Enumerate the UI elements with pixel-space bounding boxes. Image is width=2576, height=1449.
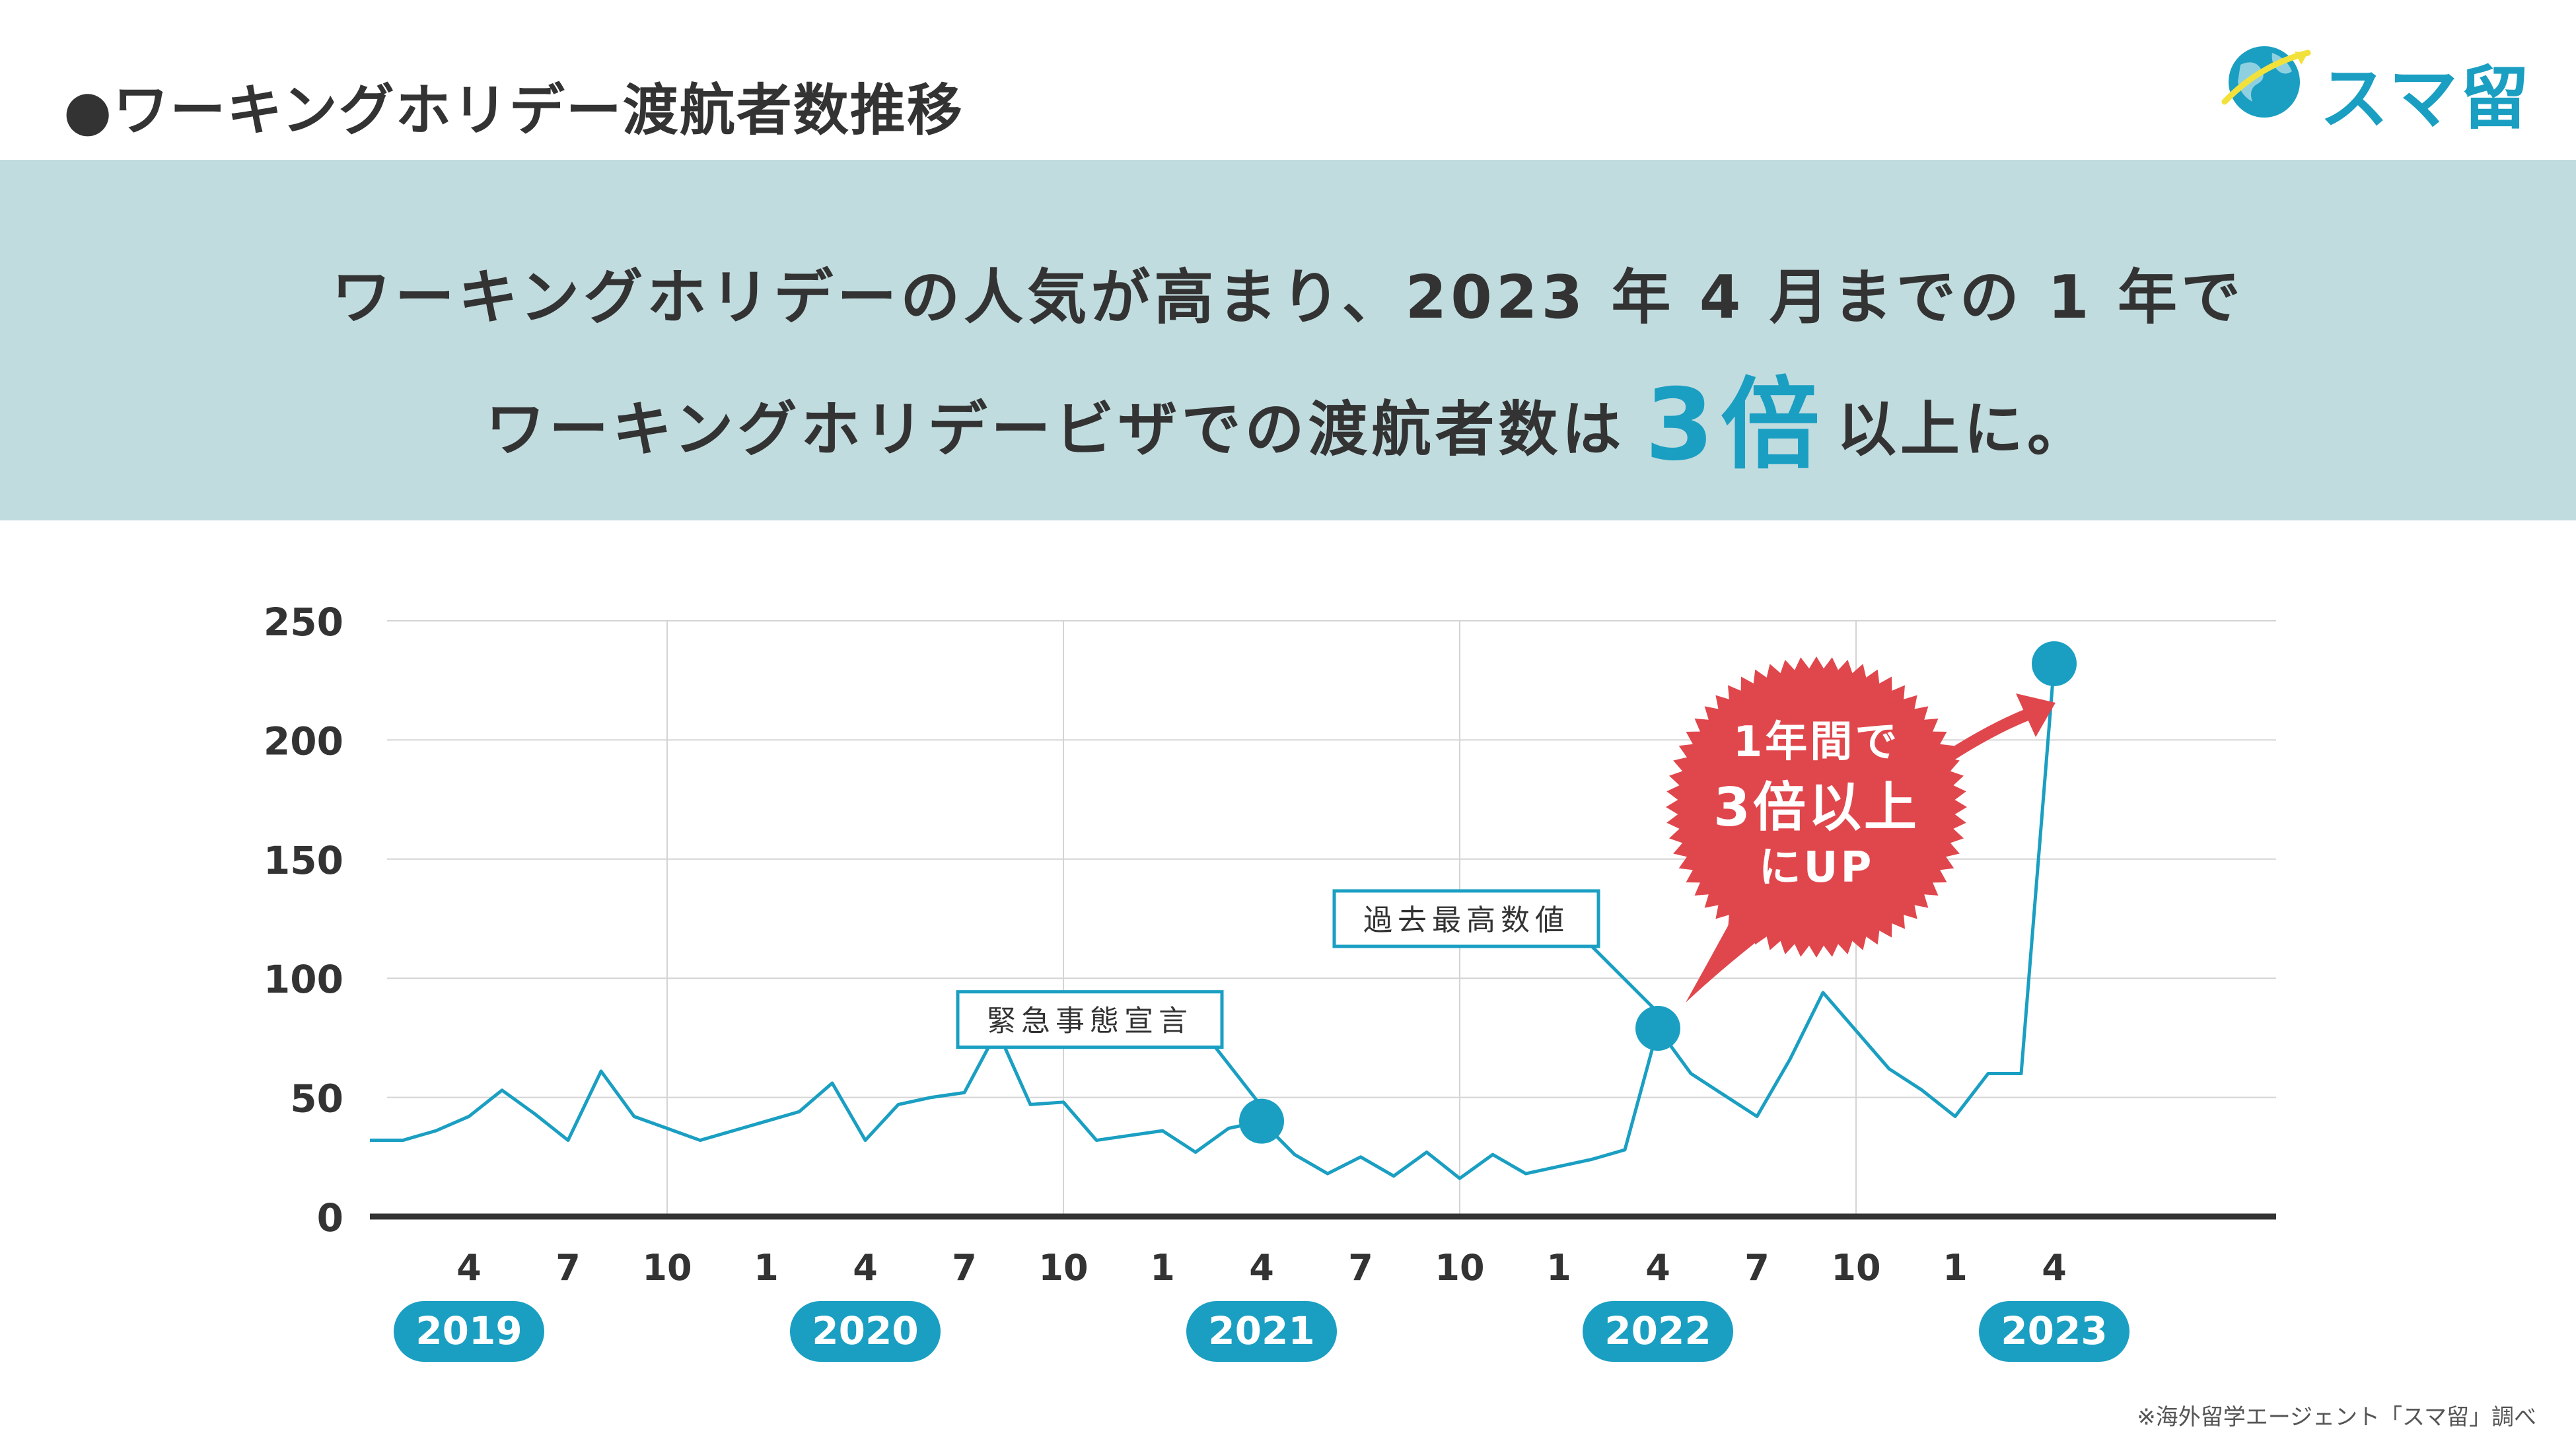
headline-line-2: ワーキングホリデービザでの渡航者数は 3倍 以上に。 bbox=[0, 345, 2576, 488]
x-tick-label: 10 bbox=[642, 1247, 692, 1289]
annotation-label: 緊急事態宣言 bbox=[987, 1005, 1193, 1038]
year-badge-label: 2019 bbox=[415, 1308, 522, 1353]
callout-burst bbox=[1666, 656, 1967, 958]
callout-burst-tail bbox=[1686, 911, 1770, 1003]
x-tick-label: 4 bbox=[1645, 1247, 1670, 1289]
growth-arrow bbox=[1936, 706, 2040, 767]
year-badge bbox=[394, 1301, 544, 1362]
annotation-leader bbox=[1214, 1046, 1259, 1103]
x-tick-label: 4 bbox=[1249, 1247, 1274, 1289]
annotation-label: 過去最高数値 bbox=[1363, 903, 1569, 937]
logo-text: スマ留 bbox=[2320, 58, 2532, 139]
x-tick-label: 10 bbox=[1038, 1247, 1088, 1289]
x-tick-label: 10 bbox=[1831, 1247, 1880, 1289]
callout-burst-text: にUP bbox=[1759, 843, 1875, 892]
year-badge-label: 2023 bbox=[2001, 1308, 2107, 1353]
year-badge-label: 2022 bbox=[1604, 1308, 1711, 1353]
y-tick-label: 200 bbox=[264, 719, 343, 763]
y-tick-label: 100 bbox=[264, 957, 343, 1002]
y-tick-label: 50 bbox=[290, 1077, 343, 1121]
x-tick-label: 1 bbox=[754, 1247, 779, 1289]
headline-line-1: ワーキングホリデーの人気が高まり、2023 年 4 月までの 1 年で bbox=[331, 263, 2245, 332]
y-tick-label: 250 bbox=[264, 600, 343, 645]
page-title: ●ワーキングホリデー渡航者数推移 bbox=[63, 78, 964, 143]
headline-line-2-prefix: ワーキングホリデービザでの渡航者数は bbox=[485, 395, 1626, 464]
headline-line-2-suffix: 以上に。 bbox=[1836, 395, 2091, 464]
year-badge-label: 2021 bbox=[1208, 1308, 1314, 1353]
x-tick-label: 7 bbox=[1348, 1247, 1373, 1289]
x-tick-label: 1 bbox=[1150, 1247, 1175, 1289]
annotation-leader bbox=[1591, 945, 1655, 1010]
callout-burst-text: 3倍以上 bbox=[1713, 777, 1919, 838]
year-badge bbox=[1979, 1301, 2129, 1362]
growth-arrow-head bbox=[2016, 693, 2056, 737]
headline-banner: ワーキングホリデーの人気が高まり、2023 年 4 月までの 1 年で ワーキン… bbox=[0, 160, 2576, 520]
year-badge bbox=[1186, 1301, 1337, 1362]
x-tick-label: 4 bbox=[2042, 1247, 2067, 1289]
logo: スマ留 bbox=[2221, 38, 2529, 139]
highlight-point bbox=[1239, 1098, 1284, 1144]
y-tick-label: 0 bbox=[317, 1195, 343, 1240]
highlight-point bbox=[2032, 641, 2077, 686]
x-tick-label: 7 bbox=[952, 1247, 977, 1289]
year-badge-label: 2020 bbox=[812, 1308, 918, 1353]
globe-icon bbox=[2221, 46, 2311, 118]
x-tick-label: 4 bbox=[456, 1247, 482, 1289]
x-tick-label: 7 bbox=[555, 1247, 581, 1289]
headline-highlight: 3倍 bbox=[1645, 368, 1826, 483]
x-tick-label: 10 bbox=[1435, 1247, 1484, 1289]
year-badge bbox=[1583, 1301, 1733, 1362]
x-tick-label: 7 bbox=[1744, 1247, 1770, 1289]
annotation-box bbox=[956, 990, 1224, 1049]
footnote: ※海外留学エージェント「スマ留」調べ bbox=[2137, 1404, 2536, 1431]
x-tick-label: 1 bbox=[1546, 1247, 1571, 1289]
x-tick-label: 1 bbox=[1943, 1247, 1968, 1289]
callout-burst-text: 1年間で bbox=[1733, 718, 1900, 767]
y-tick-label: 150 bbox=[264, 838, 343, 883]
x-tick-label: 4 bbox=[853, 1247, 878, 1289]
series-line bbox=[370, 663, 2056, 1180]
highlight-point bbox=[1635, 1005, 1680, 1051]
annotation-box bbox=[1332, 889, 1600, 948]
year-badge bbox=[790, 1301, 941, 1362]
